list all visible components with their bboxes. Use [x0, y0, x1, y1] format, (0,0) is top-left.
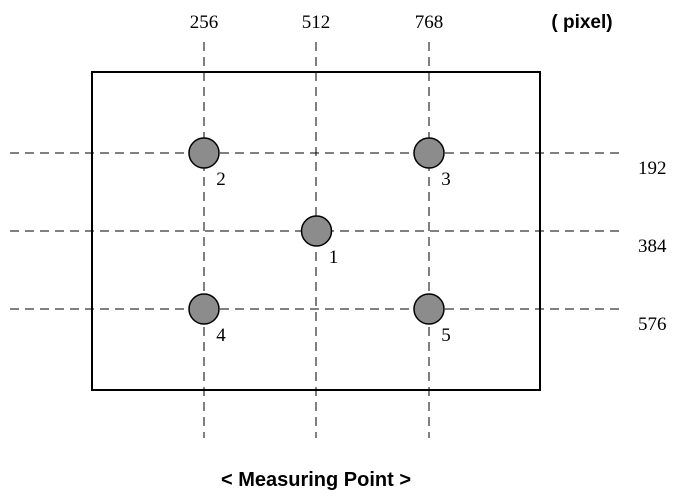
point-label-2: 2 — [216, 169, 226, 190]
screen-frame — [91, 71, 541, 391]
unit-label: ( pixel) — [551, 12, 612, 33]
y-tick-192: 192 — [638, 158, 667, 179]
point-label-3: 3 — [441, 169, 451, 190]
diagram-caption: < Measuring Point > — [221, 469, 411, 491]
point-label-5: 5 — [441, 325, 451, 346]
x-tick-768: 768 — [415, 12, 444, 33]
point-label-4: 4 — [216, 325, 226, 346]
x-tick-256: 256 — [190, 12, 219, 33]
measuring-point-2 — [188, 137, 220, 169]
x-tick-512: 512 — [302, 12, 331, 33]
y-tick-384: 384 — [638, 236, 667, 257]
measuring-point-5 — [413, 293, 445, 325]
y-tick-576: 576 — [638, 314, 667, 335]
point-label-1: 1 — [329, 247, 339, 268]
measuring-points: 1 2 3 4 5 — [188, 137, 451, 346]
measuring-point-4 — [188, 293, 220, 325]
measuring-point-1 — [300, 215, 333, 247]
measuring-point-3 — [413, 137, 445, 169]
